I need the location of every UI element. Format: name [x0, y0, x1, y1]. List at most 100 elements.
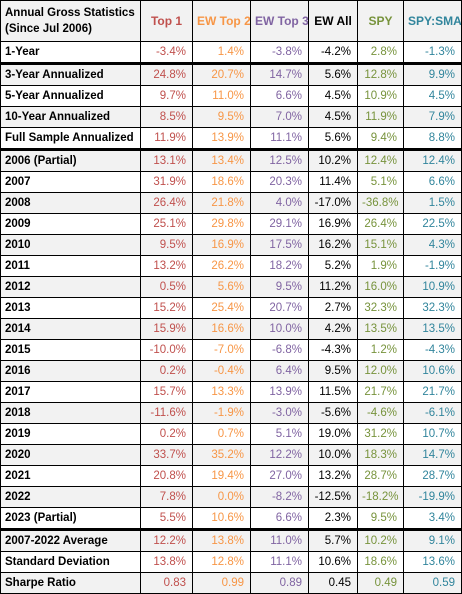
table-row: 2012 0.5% 5.6% 9.5% 11.2% 16.0% 10.9% — [0, 276, 462, 298]
table-cell: 5.1% — [250, 423, 309, 445]
table-cell: 32.3% — [403, 297, 462, 319]
table-cell: 0.5% — [140, 276, 193, 298]
table-cell: 31.9% — [140, 171, 193, 193]
table-cell: 16.6% — [192, 318, 251, 340]
table-row: 2008 26.4% 21.8% 4.0% -17.0% -36.8% 1.5% — [0, 192, 462, 214]
table-title-line-2: (Since Jul 2006) — [5, 23, 92, 35]
table-cell: -19.9% — [403, 486, 462, 508]
column-header-ew-top-2: EW Top 2 — [192, 0, 251, 42]
table-cell: 12.8% — [192, 551, 251, 573]
table-cell: 13.8% — [192, 528, 251, 552]
table-cell: 26.2% — [192, 255, 251, 277]
row-label: 2009 — [0, 213, 141, 235]
table-cell: -3.0% — [250, 402, 309, 424]
table-cell: 0.45 — [308, 572, 358, 594]
table-cell: 15.2% — [140, 297, 193, 319]
row-label: 2011 — [0, 255, 141, 277]
table-cell: 26.4% — [357, 213, 404, 235]
table-cell: 14.7% — [403, 444, 462, 466]
table-cell: 35.2% — [192, 444, 251, 466]
table-cell: -11.6% — [140, 402, 193, 424]
table-cell: 10.0% — [308, 444, 358, 466]
table-cell: 11.9% — [357, 106, 404, 128]
table-row: Full Sample Annualized 11.9% 13.9% 11.1% 5.6… — [0, 127, 462, 150]
column-header-ew-all: EW All — [308, 0, 358, 42]
table-row: Sharpe Ratio 0.83 0.99 0.89 0.45 0.49 0.59 — [0, 572, 462, 594]
table-cell: 5.1% — [357, 171, 404, 193]
row-label: 2017 — [0, 381, 141, 403]
table-cell: 11.0% — [192, 85, 251, 107]
table-cell: 2.3% — [308, 507, 358, 530]
row-label: 2013 — [0, 297, 141, 319]
table-cell: 0.89 — [250, 572, 309, 594]
table-cell: 27.0% — [250, 465, 309, 487]
table-cell: 32.3% — [357, 297, 404, 319]
table-row: 2015 -10.0% -7.0% -6.8% -4.3% 1.2% -4.3% — [0, 339, 462, 361]
table-cell: 16.9% — [308, 213, 358, 235]
table-cell: -4.2% — [308, 41, 358, 64]
row-label: 2007 — [0, 171, 141, 193]
table-cell: -4.6% — [357, 402, 404, 424]
table-cell: 15.9% — [140, 318, 193, 340]
row-label: 2008 — [0, 192, 141, 214]
table-cell: 9.7% — [140, 85, 193, 107]
table-cell: 26.4% — [140, 192, 193, 214]
table-cell: 12.2% — [140, 528, 193, 552]
table-row: 2007-2022 Average 12.2% 13.8% 11.0% 5.7% 10.2… — [0, 528, 462, 552]
table-cell: 16.9% — [192, 234, 251, 256]
row-label: Standard Deviation — [0, 551, 141, 573]
table-cell: -5.6% — [308, 402, 358, 424]
table-cell: 1.9% — [357, 255, 404, 277]
table-cell: 11.0% — [250, 528, 309, 552]
table-cell: 9.5% — [192, 106, 251, 128]
table-cell: 10.2% — [357, 528, 404, 552]
table-cell: 4.3% — [403, 234, 462, 256]
table-cell: 10.6% — [403, 360, 462, 382]
table-cell: 6.4% — [250, 360, 309, 382]
table-row: 2007 31.9% 18.6% 20.3% 11.4% 5.1% 6.6% — [0, 171, 462, 193]
table-cell: 0.49 — [357, 572, 404, 594]
table-cell: 18.2% — [250, 255, 309, 277]
table-cell: 15.1% — [357, 234, 404, 256]
table-cell: 9.5% — [357, 507, 404, 530]
table-row: 1-Year -3.4% 1.4% -3.8% -4.2% 2.8% -1.3% — [0, 41, 462, 64]
table-cell: 4.5% — [403, 85, 462, 107]
row-label: Full Sample Annualized — [0, 127, 141, 150]
table-cell: 31.2% — [357, 423, 404, 445]
table-cell: -3.8% — [250, 41, 309, 64]
table-cell: 1.2% — [357, 339, 404, 361]
table-cell: 11.2% — [308, 276, 358, 298]
table-row: 2013 15.2% 25.4% 20.7% 2.7% 32.3% 32.3% — [0, 297, 462, 319]
table-cell: 4.5% — [308, 106, 358, 128]
table-cell: 13.2% — [308, 465, 358, 487]
table-cell: 2.7% — [308, 297, 358, 319]
table-row: 2018 -11.6% -1.9% -3.0% -5.6% -4.6% -6.1% — [0, 402, 462, 424]
table-cell: 13.5% — [357, 318, 404, 340]
table-cell: 13.3% — [192, 381, 251, 403]
row-label: 2019 — [0, 423, 141, 445]
table-cell: -4.3% — [403, 339, 462, 361]
table-cell: 6.6% — [250, 85, 309, 107]
table-row: 2006 (Partial) 13.1% 13.4% 12.5% 10.2% 12.4% 1… — [0, 148, 462, 172]
row-label: 5-Year Annualized — [0, 85, 141, 107]
table-cell: -8.2% — [250, 486, 309, 508]
table-cell: 5.2% — [308, 255, 358, 277]
table-cell: 13.2% — [140, 255, 193, 277]
table-cell: 19.4% — [192, 465, 251, 487]
table-cell: 19.0% — [308, 423, 358, 445]
table-cell: 12.2% — [250, 444, 309, 466]
table-cell: -17.0% — [308, 192, 358, 214]
column-header-ew-top-3: EW Top 3 — [250, 0, 309, 42]
table-cell: 13.5% — [403, 318, 462, 340]
table-cell: -1.9% — [403, 255, 462, 277]
table-cell: 10.9% — [403, 276, 462, 298]
table-cell: -36.8% — [357, 192, 404, 214]
table-cell: 12.5% — [250, 148, 309, 172]
table-cell: -7.0% — [192, 339, 251, 361]
table-cell: 9.1% — [403, 528, 462, 552]
table-row: 2009 25.1% 29.8% 29.1% 16.9% 26.4% 22.5% — [0, 213, 462, 235]
table-cell: 0.83 — [140, 572, 193, 594]
table-row: 2017 15.7% 13.3% 13.9% 11.5% 21.7% 21.7% — [0, 381, 462, 403]
table-cell: 21.8% — [192, 192, 251, 214]
